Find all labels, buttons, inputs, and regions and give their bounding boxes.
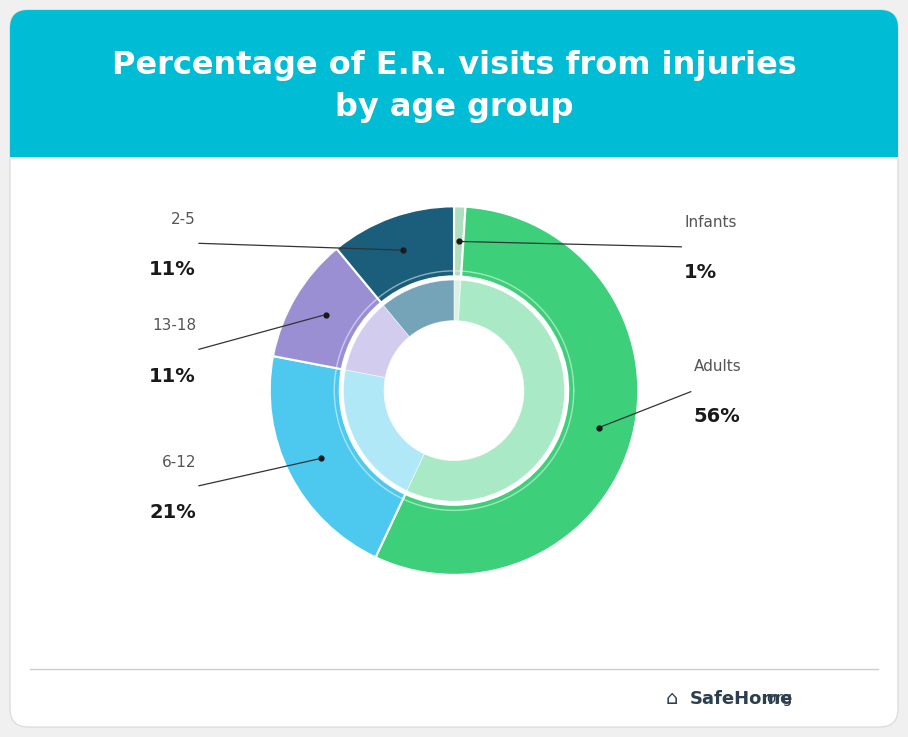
Text: 13-18: 13-18 [152, 318, 196, 334]
Wedge shape [270, 356, 405, 557]
Text: Adults: Adults [694, 359, 741, 374]
Wedge shape [273, 248, 381, 369]
Text: 11%: 11% [149, 367, 196, 385]
Text: 6-12: 6-12 [162, 455, 196, 470]
FancyBboxPatch shape [10, 10, 898, 727]
Text: 56%: 56% [694, 408, 740, 426]
Wedge shape [345, 305, 410, 377]
Text: SafeHome: SafeHome [690, 690, 794, 708]
Text: 2-5: 2-5 [172, 212, 196, 227]
Bar [10, 127, 898, 157]
Text: 21%: 21% [149, 503, 196, 522]
Text: 11%: 11% [149, 260, 196, 279]
Wedge shape [376, 206, 638, 575]
FancyBboxPatch shape [10, 10, 898, 157]
Wedge shape [337, 206, 454, 303]
Wedge shape [383, 280, 454, 337]
Text: 1%: 1% [685, 264, 717, 282]
Text: Infants: Infants [685, 215, 736, 231]
Wedge shape [343, 370, 424, 491]
Text: .org: .org [762, 691, 792, 707]
Wedge shape [407, 280, 565, 501]
Text: by age group: by age group [335, 91, 573, 122]
Text: Percentage of E.R. visits from injuries: Percentage of E.R. visits from injuries [112, 49, 796, 80]
Wedge shape [454, 280, 461, 321]
Wedge shape [454, 206, 466, 276]
Text: ⌂: ⌂ [666, 690, 678, 708]
